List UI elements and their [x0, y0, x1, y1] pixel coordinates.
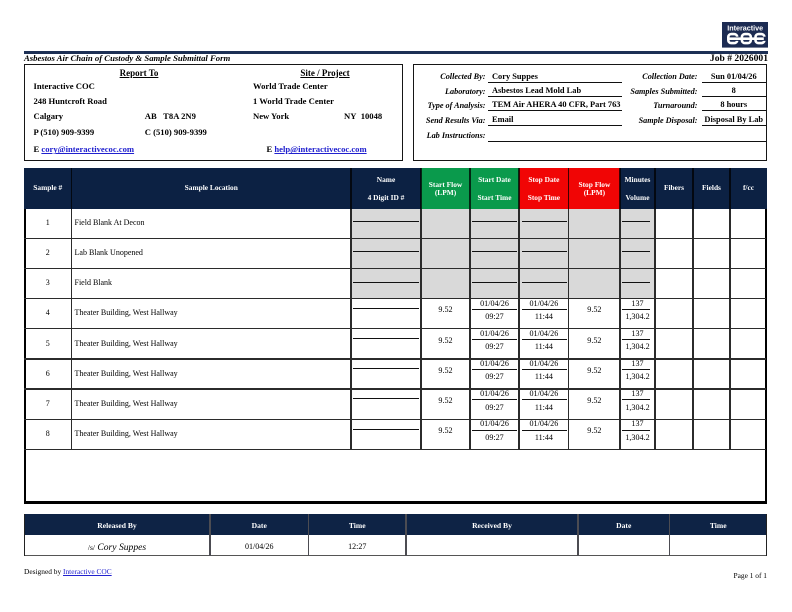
svg-text:Interactive: Interactive: [727, 24, 763, 33]
